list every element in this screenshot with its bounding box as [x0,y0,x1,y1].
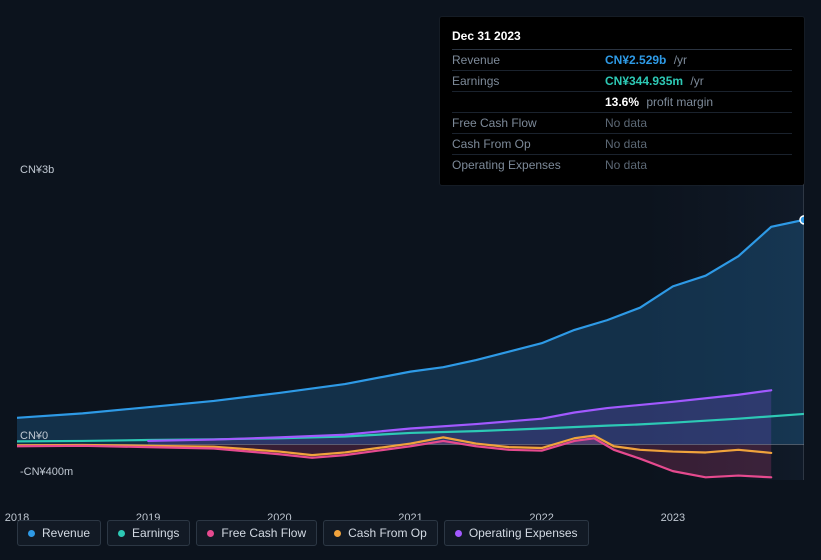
tooltip-value: 13.6% profit margin [605,95,792,109]
tooltip-value: CN¥2.529b /yr [605,53,792,67]
legend-label: Operating Expenses [469,526,578,540]
tooltip-row: Cash From OpNo data [452,134,792,155]
hover-tooltip: Dec 31 2023 RevenueCN¥2.529b /yrEarnings… [440,17,804,185]
y-tick-label: CN¥3b [20,164,54,176]
tooltip-date: Dec 31 2023 [452,25,792,50]
tooltip-row: EarningsCN¥344.935m /yr [452,71,792,92]
tooltip-row: Operating ExpensesNo data [452,155,792,175]
tooltip-row: 13.6% profit margin [452,92,792,113]
tooltip-value: No data [605,158,792,172]
tooltip-value: No data [605,137,792,151]
legend-color-dot [207,530,214,537]
legend-item[interactable]: Free Cash Flow [196,520,317,546]
x-tick-label: 2023 [661,512,685,524]
legend-color-dot [28,530,35,537]
tooltip-key: Earnings [452,74,605,88]
tooltip-row: Free Cash FlowNo data [452,113,792,134]
legend-color-dot [334,530,341,537]
legend-color-dot [118,530,125,537]
tooltip-key: Cash From Op [452,137,605,151]
legend-item[interactable]: Revenue [17,520,101,546]
legend: Revenue Earnings Free Cash Flow Cash From O… [17,520,589,546]
tooltip-row: RevenueCN¥2.529b /yr [452,50,792,71]
legend-label: Cash From Op [348,526,427,540]
legend-label: Revenue [42,526,90,540]
legend-item[interactable]: Operating Expenses [444,520,589,546]
tooltip-key: Revenue [452,53,605,67]
tooltip-value: No data [605,116,792,130]
chart-plot-area[interactable] [17,178,804,500]
legend-item[interactable]: Earnings [107,520,190,546]
chart-svg [17,178,804,500]
legend-label: Free Cash Flow [221,526,306,540]
financials-chart-widget: { "tooltip": { "date": "Dec 31 2023", "r… [0,0,821,560]
legend-label: Earnings [132,526,179,540]
legend-color-dot [455,530,462,537]
tooltip-key [452,95,605,109]
y-tick-label: CN¥0 [20,430,48,442]
y-tick-label: -CN¥400m [20,466,73,478]
tooltip-key: Free Cash Flow [452,116,605,130]
tooltip-value: CN¥344.935m /yr [605,74,792,88]
legend-item[interactable]: Cash From Op [323,520,438,546]
tooltip-key: Operating Expenses [452,158,605,172]
